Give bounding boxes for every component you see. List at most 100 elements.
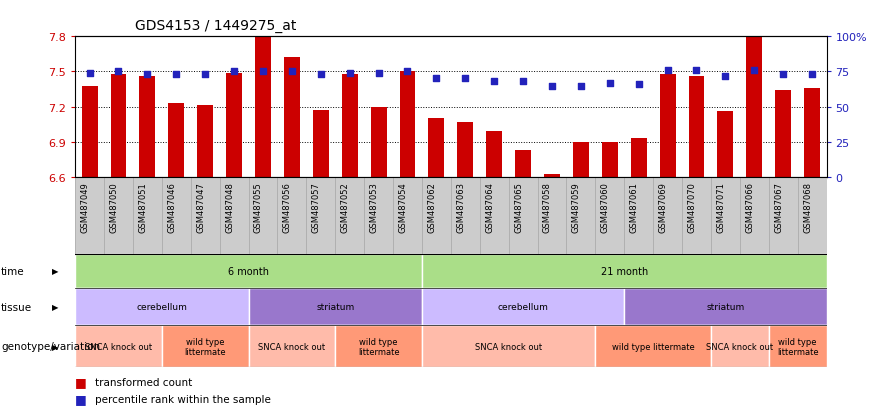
Text: cerebellum: cerebellum	[498, 302, 549, 311]
Bar	[486, 132, 502, 178]
Text: wild type
littermate: wild type littermate	[777, 337, 819, 356]
Text: ▶: ▶	[52, 302, 59, 311]
Text: time: time	[1, 266, 25, 276]
Point	[256, 69, 271, 76]
Bar	[400, 72, 415, 178]
Point	[660, 68, 674, 74]
Point	[574, 83, 588, 90]
Point	[82, 70, 96, 77]
Polygon shape	[335, 178, 364, 254]
Text: SNCA knock out: SNCA knock out	[706, 342, 774, 351]
Text: wild type
littermate: wild type littermate	[185, 337, 226, 356]
Bar	[746, 38, 762, 178]
Text: GSM487049: GSM487049	[80, 181, 89, 232]
Text: tissue: tissue	[1, 302, 32, 312]
Text: SNCA knock out: SNCA knock out	[475, 342, 542, 351]
Text: GSM487062: GSM487062	[427, 181, 437, 232]
Text: GSM487046: GSM487046	[167, 181, 176, 232]
Bar	[573, 142, 589, 178]
Polygon shape	[422, 178, 451, 254]
Bar	[804, 89, 820, 178]
Text: GSM487055: GSM487055	[254, 181, 263, 232]
Text: striatum: striatum	[316, 302, 354, 311]
Polygon shape	[75, 288, 248, 325]
Text: GSM487067: GSM487067	[774, 181, 783, 232]
Bar	[515, 151, 531, 178]
Polygon shape	[769, 178, 797, 254]
Text: GSM487048: GSM487048	[225, 181, 234, 232]
Polygon shape	[595, 178, 624, 254]
Text: GSM487050: GSM487050	[110, 181, 118, 232]
Point	[430, 76, 444, 83]
Text: GSM487053: GSM487053	[370, 181, 378, 232]
Bar	[197, 106, 213, 178]
Polygon shape	[278, 178, 307, 254]
Text: wild type
littermate: wild type littermate	[358, 337, 400, 356]
Polygon shape	[422, 254, 827, 288]
Polygon shape	[595, 325, 711, 368]
Bar	[429, 119, 445, 178]
Text: GSM487064: GSM487064	[485, 181, 494, 232]
Polygon shape	[740, 178, 769, 254]
Point	[690, 68, 704, 74]
Polygon shape	[162, 178, 191, 254]
Bar	[226, 74, 242, 178]
Bar	[689, 77, 705, 178]
Text: ■: ■	[75, 375, 91, 389]
Polygon shape	[75, 178, 827, 254]
Point	[371, 70, 385, 77]
Polygon shape	[711, 178, 740, 254]
Text: genotype/variation: genotype/variation	[1, 342, 100, 351]
Text: ▶: ▶	[52, 266, 59, 275]
Polygon shape	[508, 178, 537, 254]
Bar	[81, 86, 97, 178]
Point	[603, 80, 617, 87]
Polygon shape	[624, 288, 827, 325]
Text: wild type littermate: wild type littermate	[612, 342, 695, 351]
Polygon shape	[104, 178, 133, 254]
Bar	[602, 142, 618, 178]
Polygon shape	[537, 178, 567, 254]
Polygon shape	[682, 178, 711, 254]
Polygon shape	[422, 325, 595, 368]
Text: GSM487063: GSM487063	[456, 181, 465, 232]
Point	[487, 79, 501, 85]
Point	[458, 76, 472, 83]
Point	[516, 79, 530, 85]
Polygon shape	[422, 288, 624, 325]
Text: ■: ■	[75, 392, 91, 405]
Bar	[255, 38, 271, 178]
Bar	[631, 139, 646, 178]
Bar	[342, 75, 358, 178]
Text: striatum: striatum	[706, 302, 744, 311]
Polygon shape	[393, 178, 422, 254]
Text: transformed count: transformed count	[95, 377, 192, 387]
Text: ▶: ▶	[52, 342, 59, 351]
Point	[227, 69, 241, 76]
Point	[632, 82, 646, 88]
Point	[141, 72, 155, 78]
Polygon shape	[364, 178, 393, 254]
Polygon shape	[75, 178, 104, 254]
Point	[169, 72, 183, 78]
Text: GSM487069: GSM487069	[659, 181, 667, 232]
Bar	[140, 77, 156, 178]
Bar	[775, 91, 791, 178]
Polygon shape	[133, 178, 162, 254]
Polygon shape	[219, 178, 248, 254]
Bar	[544, 174, 560, 178]
Point	[545, 83, 559, 90]
Point	[719, 73, 733, 80]
Polygon shape	[248, 288, 422, 325]
Point	[314, 72, 328, 78]
Polygon shape	[191, 178, 219, 254]
Text: GDS4153 / 1449275_at: GDS4153 / 1449275_at	[135, 19, 297, 33]
Bar	[457, 123, 473, 178]
Polygon shape	[248, 178, 278, 254]
Text: SNCA knock out: SNCA knock out	[85, 342, 152, 351]
Text: GSM487052: GSM487052	[340, 181, 350, 232]
Polygon shape	[567, 178, 595, 254]
Text: GSM487070: GSM487070	[688, 181, 697, 232]
Text: GSM487056: GSM487056	[283, 181, 292, 232]
Point	[776, 72, 790, 78]
